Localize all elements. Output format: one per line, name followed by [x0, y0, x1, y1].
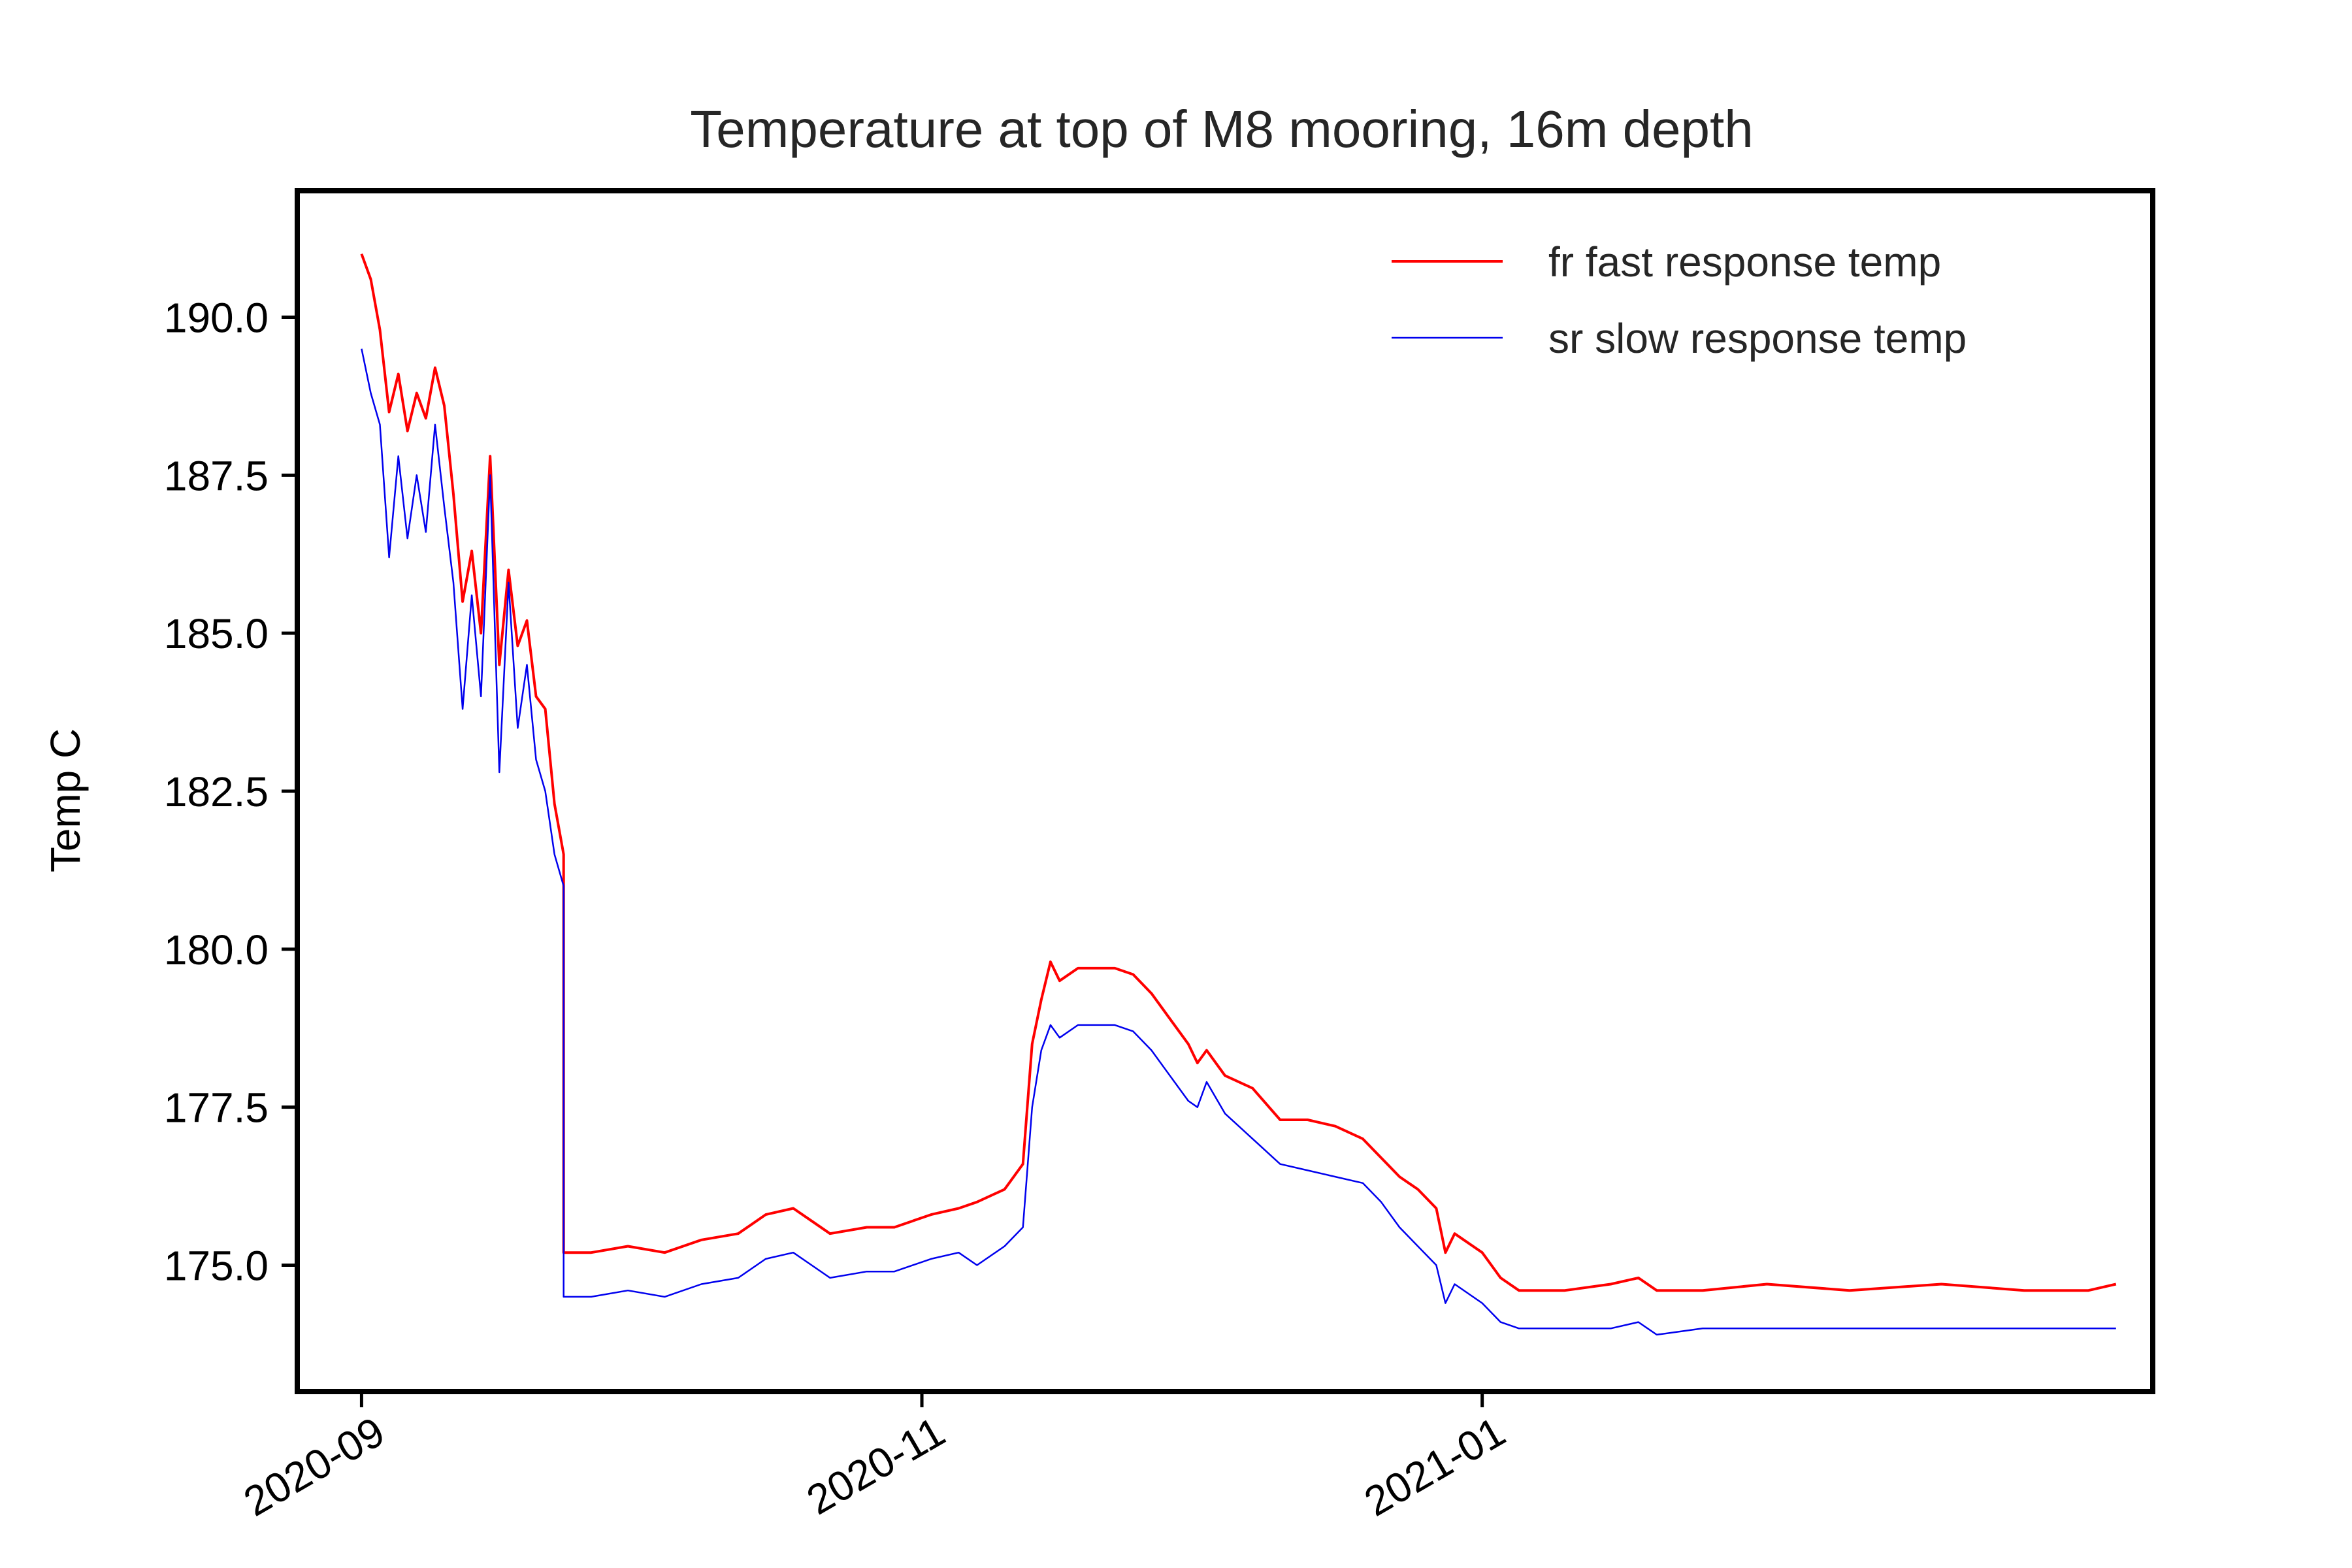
legend-label-sr: sr slow response temp	[1548, 315, 1967, 362]
y-tick-label: 190.0	[164, 294, 269, 341]
chart-title: Temperature at top of M8 mooring, 16m de…	[690, 100, 1754, 158]
legend-label-fr: fr fast response temp	[1548, 238, 1941, 286]
series-line-fr	[360, 253, 2117, 1292]
legend: fr fast response temp sr slow response t…	[1392, 238, 1967, 362]
y-tick-label: 177.5	[164, 1085, 269, 1132]
series-lines	[360, 253, 2117, 1336]
y-tick-label: 182.5	[164, 768, 269, 815]
y-axis-label: Temp C	[42, 728, 89, 873]
y-axis: 175.0 177.5 180.0 182.5 185.0 187.5 190.0	[164, 294, 297, 1290]
y-tick-label: 175.0	[164, 1243, 269, 1290]
y-tick-label: 185.0	[164, 610, 269, 657]
series-line-sr	[361, 348, 2116, 1336]
y-tick-label: 187.5	[164, 452, 269, 499]
y-tick-label: 180.0	[164, 926, 269, 973]
